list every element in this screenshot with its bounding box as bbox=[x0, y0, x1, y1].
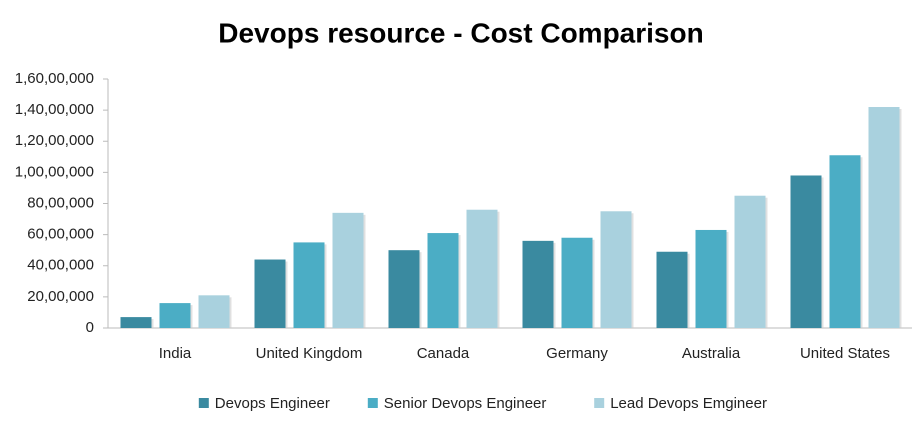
x-tick-label: India bbox=[159, 345, 192, 362]
bar bbox=[829, 155, 861, 328]
legend-label: Senior Devops Engineer bbox=[384, 395, 547, 412]
y-tick-label: 80,00,000 bbox=[27, 194, 94, 211]
x-tick-label: Germany bbox=[546, 345, 608, 362]
legend-swatch bbox=[594, 398, 605, 408]
bar bbox=[388, 250, 420, 328]
y-tick-label: 1,40,00,000 bbox=[15, 101, 94, 118]
x-tick-label: Australia bbox=[682, 345, 741, 362]
bar bbox=[159, 303, 191, 328]
bar bbox=[695, 229, 727, 328]
y-tick-label: 1,20,00,000 bbox=[15, 132, 94, 149]
x-tick-label: United States bbox=[800, 345, 890, 362]
legend-swatch bbox=[367, 398, 378, 408]
y-tick-label: 1,60,00,000 bbox=[15, 70, 94, 87]
bar bbox=[734, 195, 766, 328]
x-tick-label: United Kingdom bbox=[256, 345, 363, 362]
bar bbox=[656, 251, 688, 328]
bar bbox=[868, 107, 900, 328]
legend-label: Lead Devops Emgineer bbox=[610, 395, 767, 412]
bar bbox=[466, 209, 498, 328]
bar bbox=[790, 175, 822, 328]
y-tick-label: 20,00,000 bbox=[27, 288, 94, 305]
legend-label: Devops Engineer bbox=[215, 395, 330, 412]
bar bbox=[293, 242, 325, 328]
bar bbox=[120, 317, 152, 328]
y-tick-label: 0 bbox=[86, 319, 94, 336]
legend-swatch bbox=[198, 398, 209, 408]
chart-title: Devops resource - Cost Comparison bbox=[218, 17, 703, 48]
bar bbox=[600, 211, 632, 328]
y-tick-label: 40,00,000 bbox=[27, 257, 94, 274]
bar bbox=[254, 259, 286, 328]
bar bbox=[332, 212, 364, 328]
bar bbox=[522, 240, 554, 328]
y-tick-label: 60,00,000 bbox=[27, 226, 94, 243]
bar bbox=[427, 233, 459, 328]
y-tick-label: 1,00,00,000 bbox=[15, 163, 94, 180]
x-tick-label: Canada bbox=[417, 345, 470, 362]
bar bbox=[561, 237, 593, 328]
bar bbox=[198, 295, 230, 328]
